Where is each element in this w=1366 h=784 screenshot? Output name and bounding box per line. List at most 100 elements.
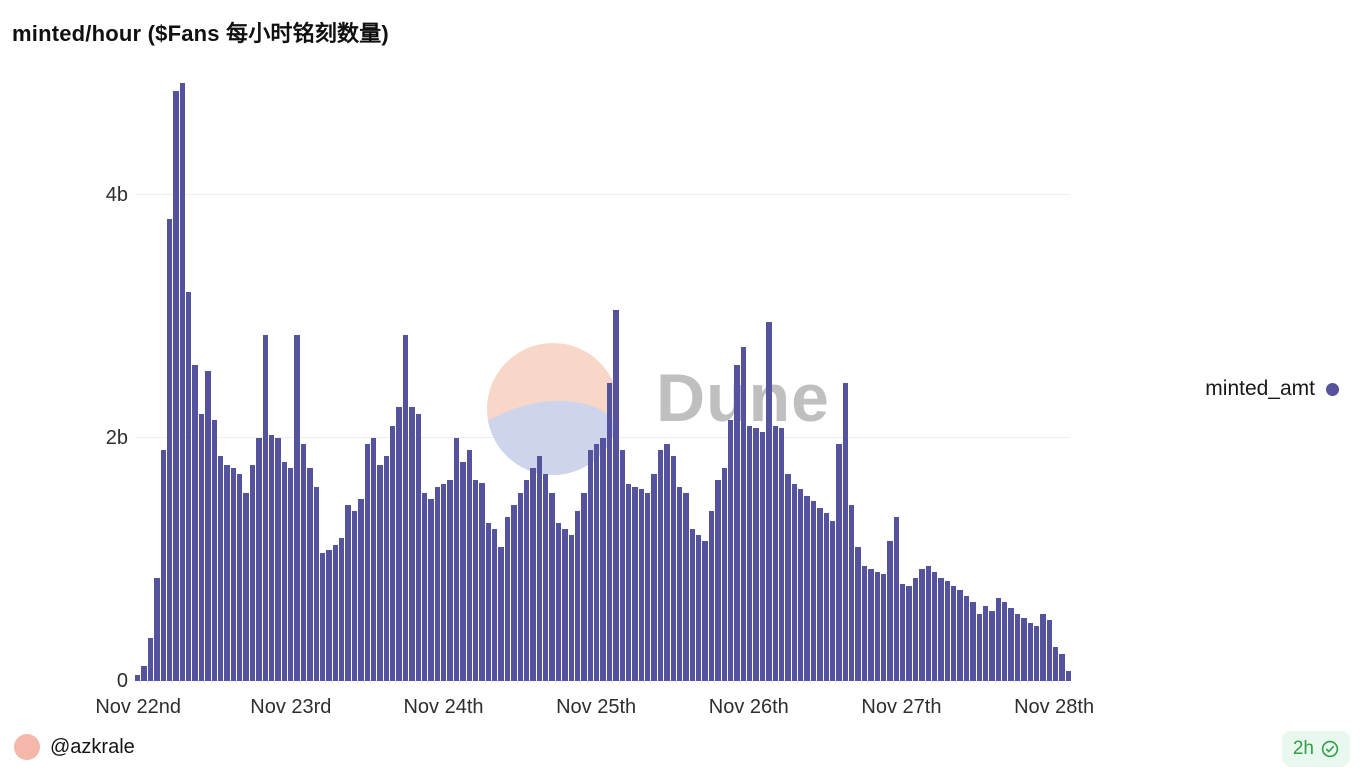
bar[interactable] [702,541,708,681]
bar[interactable] [237,474,243,681]
bar[interactable] [192,364,198,681]
bar[interactable] [179,82,185,681]
bar[interactable] [434,486,440,681]
bar[interactable] [154,577,160,681]
bar[interactable] [747,425,753,681]
bar[interactable] [211,419,217,681]
bar[interactable] [275,437,281,681]
bar[interactable] [638,488,644,681]
bar[interactable] [447,480,453,681]
bar[interactable] [976,614,982,681]
bar[interactable] [568,535,574,681]
bar[interactable] [555,522,562,681]
bar[interactable] [625,484,632,681]
bar[interactable] [198,413,205,681]
bar[interactable] [339,537,345,681]
bar[interactable] [428,498,434,681]
bar[interactable] [543,474,549,681]
bar[interactable] [1046,620,1052,681]
bar[interactable] [173,91,179,681]
bar[interactable] [326,549,332,681]
bar[interactable] [460,462,466,681]
bar[interactable] [1021,617,1027,681]
bar[interactable] [453,437,460,681]
bar[interactable] [798,488,804,681]
bar[interactable] [880,574,887,681]
bar[interactable] [288,468,294,681]
bar[interactable] [307,468,313,681]
bar[interactable] [619,450,625,681]
bar[interactable] [989,610,995,681]
bar[interactable] [651,474,657,681]
bar[interactable] [657,450,664,681]
bar[interactable] [332,544,338,681]
bar[interactable] [766,322,772,681]
bar[interactable] [319,553,326,681]
refresh-badge[interactable]: 2h [1281,731,1350,767]
bar[interactable] [613,310,619,681]
bar[interactable] [1014,614,1021,681]
bar[interactable] [370,437,377,681]
bar[interactable] [364,443,370,681]
bar[interactable] [523,480,530,681]
bar[interactable] [957,589,963,681]
bar[interactable] [351,510,358,681]
bar[interactable] [951,586,957,681]
bar[interactable] [721,468,727,681]
bar[interactable] [562,529,568,681]
bar[interactable] [498,547,504,681]
bar[interactable] [855,547,861,681]
bar[interactable] [1053,646,1059,681]
bar[interactable] [861,565,868,681]
bar[interactable] [313,486,319,681]
bar[interactable] [383,456,389,681]
bar[interactable] [421,492,428,681]
legend-item-minted-amt[interactable]: minted_amt [1205,377,1339,401]
bar[interactable] [256,437,262,681]
bar[interactable] [804,496,810,681]
bar[interactable] [995,598,1001,681]
bar[interactable] [817,508,823,681]
bar[interactable] [1040,614,1046,681]
bar[interactable] [1059,654,1065,681]
bar[interactable] [1002,601,1008,681]
bar[interactable] [294,334,300,681]
bar[interactable] [536,456,542,681]
bar[interactable] [1008,608,1014,681]
bar[interactable] [944,581,950,681]
bar[interactable] [147,638,154,681]
bar[interactable] [810,501,817,681]
bar[interactable] [600,437,606,681]
bar[interactable] [874,571,880,681]
bar[interactable] [549,492,555,681]
bar[interactable] [441,484,447,681]
bar[interactable] [281,462,287,681]
bar[interactable] [734,364,740,681]
bar[interactable] [186,291,192,681]
bar[interactable] [141,666,147,681]
bar[interactable] [778,428,785,681]
bar[interactable] [530,468,536,681]
bar[interactable] [670,456,676,681]
bar[interactable] [982,605,989,681]
bar[interactable] [785,474,791,681]
bar[interactable] [415,413,421,681]
bar[interactable] [683,492,689,681]
bar[interactable] [160,450,166,681]
bar[interactable] [224,464,230,681]
bar[interactable] [390,425,396,681]
bar[interactable] [396,407,402,681]
bar[interactable] [836,443,842,681]
bar[interactable] [243,492,249,681]
bar[interactable] [791,484,797,681]
bar[interactable] [715,480,721,681]
bar[interactable] [587,450,593,681]
bar[interactable] [606,383,613,681]
bar[interactable] [358,498,364,681]
bar[interactable] [300,443,307,681]
bar[interactable] [931,571,938,681]
bar[interactable] [409,407,415,681]
bar[interactable] [645,492,651,681]
bar[interactable] [823,513,829,681]
bar[interactable] [1033,626,1040,681]
